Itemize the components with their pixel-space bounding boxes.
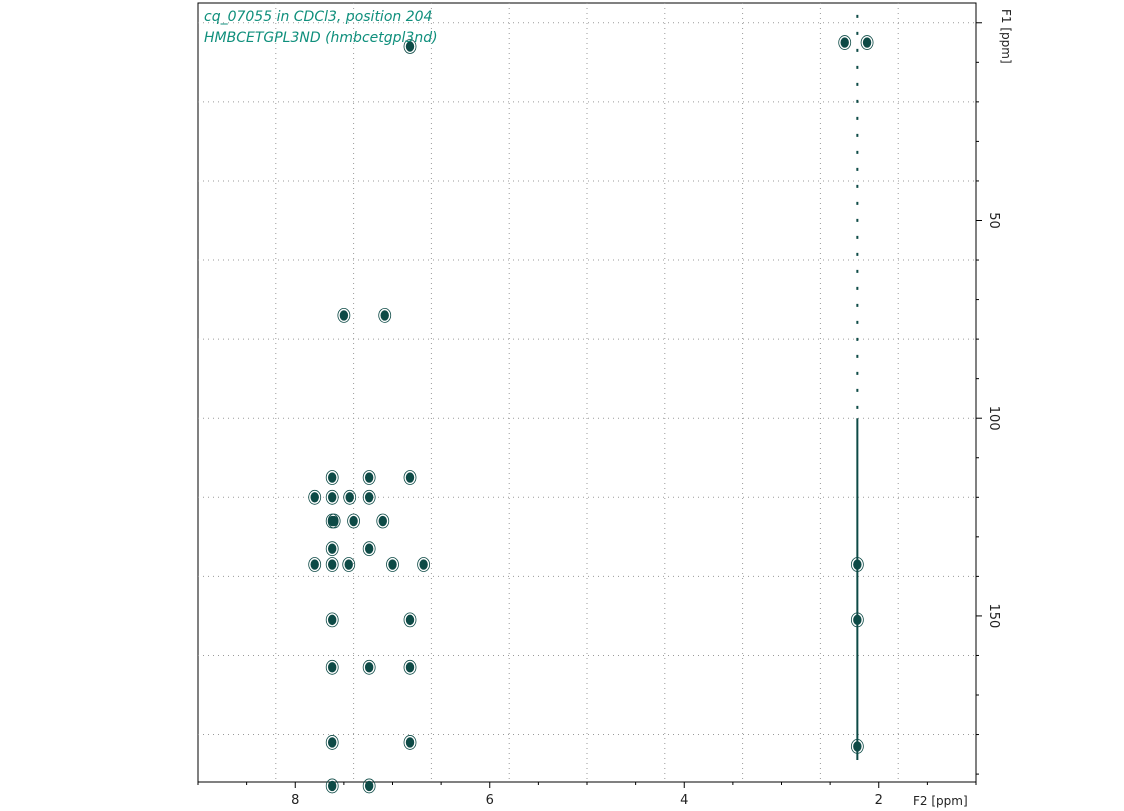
contour-peak (862, 37, 872, 48)
contour-ring (386, 557, 399, 572)
contour-ring (343, 489, 357, 505)
contour-ring (325, 778, 339, 794)
contour-ring (325, 557, 339, 572)
contour-peak (328, 543, 337, 554)
x-axis-label: F2 [ppm] (913, 794, 968, 808)
contour-ring (403, 735, 417, 750)
grid-lines (198, 3, 976, 782)
contour-ring (403, 659, 417, 675)
title-line-2: HMBCETGPL3ND (hmbcetgpl3nd) (204, 30, 438, 46)
contour-peak (345, 492, 354, 503)
contour-peak (328, 559, 337, 570)
contour-peak (405, 614, 415, 626)
contour-ring (325, 735, 339, 750)
contour-ring (325, 470, 339, 485)
contour-ring (325, 612, 339, 628)
contour-ring (376, 513, 390, 529)
contour-peak (364, 780, 374, 792)
contour-ring (362, 659, 376, 675)
x-tick-label: 2 (875, 793, 883, 808)
contour-ring (378, 307, 392, 323)
y-tick-label: 150 (986, 604, 1001, 629)
contour-peak (364, 662, 374, 673)
contour-ring (325, 659, 339, 675)
x-tick-label: 6 (486, 793, 494, 808)
contour-peak (310, 492, 319, 503)
y-tick-label: 100 (986, 406, 1001, 431)
contour-ring (362, 470, 376, 485)
contour-ring (417, 557, 431, 572)
y-axis-ticks: 50 100 150 (976, 22, 1001, 775)
contour-ring (403, 39, 417, 54)
contour-ring (325, 541, 339, 557)
contour-peak (310, 559, 319, 570)
contour-ring (342, 557, 356, 572)
contour-ring (362, 489, 376, 505)
contour-peak (405, 472, 415, 483)
contour-peak (419, 559, 428, 570)
contour-ring (347, 513, 361, 529)
contour-peak (405, 737, 415, 748)
contour-peak (329, 515, 339, 527)
plot-frame (197, 2, 977, 783)
contour-peak (344, 559, 353, 570)
contour-ring (308, 557, 322, 572)
title-line-1: cq_07055 in CDCl3, position 204 (204, 9, 432, 25)
contour-peak (328, 492, 337, 503)
contour-ring (325, 489, 339, 505)
contour-peaks (308, 35, 874, 794)
contour-ring (337, 307, 351, 323)
contour-ring (362, 541, 376, 557)
x-axis-ticks: 8 6 4 2 (197, 782, 977, 808)
contour-peak (405, 662, 415, 673)
contour-peak (364, 543, 374, 554)
contour-ring (308, 489, 322, 505)
contour-peak (339, 310, 349, 321)
contour-ring (860, 35, 874, 50)
contour-peak (388, 559, 397, 570)
y-axis-label: F1 [ppm] (999, 9, 1013, 64)
contour-peak (328, 780, 337, 792)
contour-peak (364, 472, 374, 483)
contour-peak (364, 492, 374, 503)
contour-ring (362, 778, 376, 794)
contour-peak (328, 614, 337, 626)
contour-peak (328, 737, 337, 748)
contour-peak (349, 515, 358, 527)
contour-ring (838, 35, 852, 50)
contour-ring (403, 612, 417, 628)
contour-peak (380, 310, 389, 321)
contour-ring (403, 470, 417, 485)
contour-peak (328, 472, 337, 483)
y-tick-label: 50 (986, 212, 1001, 229)
contour-peak (840, 37, 849, 48)
contour-ring (327, 513, 341, 529)
x-tick-label: 4 (680, 793, 688, 808)
contour-peak (328, 662, 337, 673)
contour-peak (405, 41, 415, 52)
contour-peak (378, 515, 387, 527)
x-tick-label: 8 (291, 793, 299, 808)
